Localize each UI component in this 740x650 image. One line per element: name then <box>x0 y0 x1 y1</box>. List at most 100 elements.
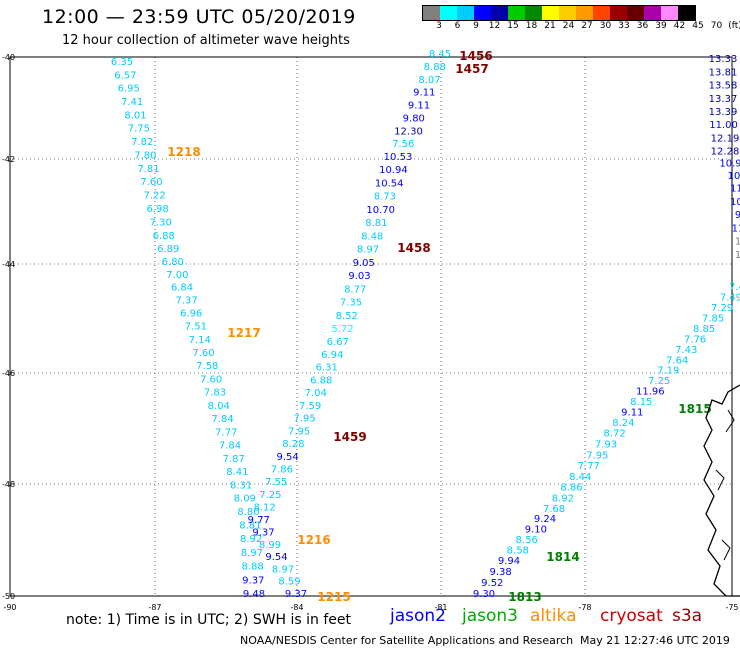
wave-height-value: 8.92 <box>552 493 574 504</box>
legend-swatch <box>593 6 610 20</box>
wave-height-value: 7.58 <box>196 361 218 372</box>
wave-height-value: 7.40 <box>729 282 740 293</box>
wave-height-value: 7.04 <box>305 388 327 399</box>
wave-height-value: 9.37 <box>252 528 274 539</box>
note-text: note: 1) Time is in UTC; 2) SWH is in fe… <box>66 612 352 628</box>
pass-time-label: 1814 <box>546 550 579 564</box>
wave-height-value: 12.19 <box>711 133 740 144</box>
wave-height-value: 7.81 <box>137 164 159 175</box>
wave-height-value: 8.48 <box>361 231 383 242</box>
wave-height-value: 7.64 <box>666 355 688 366</box>
lon-label: -75 <box>725 603 738 612</box>
legend-swatch <box>610 6 627 20</box>
wave-height-value: 8.80 <box>237 507 259 518</box>
satellite-legend-item: jason3 <box>462 606 518 626</box>
wave-height-value: 10.54 <box>375 178 404 189</box>
wave-height-value: 7.60 <box>200 374 222 385</box>
wave-height-value: 6.98 <box>146 204 168 215</box>
legend-swatch <box>661 6 678 20</box>
wave-height-value: 9.24 <box>534 514 556 525</box>
wave-height-value: 7.25 <box>648 376 670 387</box>
wave-height-value: 8.59 <box>278 577 300 588</box>
wave-height-value: 7.80 <box>134 150 156 161</box>
wave-height-value: 1 <box>735 237 740 248</box>
wave-height-value: 5.72 <box>331 324 353 335</box>
legend-label: 27 <box>581 21 593 31</box>
wave-height-value: 8.92 <box>240 534 262 545</box>
legend-swatch <box>627 6 644 20</box>
wave-height-value: 12.30 <box>394 126 423 137</box>
wave-height-value: 7.41 <box>121 97 143 108</box>
wave-height-value: 8.97 <box>241 548 263 559</box>
footer-credit: NOAA/NESDIS Center for Satellite Applica… <box>240 634 574 647</box>
wave-height-value: 8.73 <box>374 192 396 203</box>
wave-height-value: 8.07 <box>418 75 440 86</box>
wave-height-value: 7.75 <box>128 124 150 135</box>
wave-height-value: 8.52 <box>336 311 358 322</box>
legend-label: 33 <box>618 21 630 31</box>
wave-height-value: 11. <box>730 184 740 195</box>
wave-height-value: 7.60 <box>140 177 162 188</box>
legend-swatch <box>678 6 695 20</box>
wave-height-value: 7.95 <box>288 427 310 438</box>
lat-label: -48 <box>2 480 15 489</box>
wave-height-value: 8.72 <box>603 429 625 440</box>
wave-height-value: 8.44 <box>569 472 591 483</box>
wave-height-value: 13.81 <box>709 67 738 78</box>
wave-height-value: 8.09 <box>234 494 256 505</box>
wave-height-value: 6.57 <box>114 70 136 81</box>
wave-height-value: 9.37 <box>242 575 264 586</box>
legend-label: (ft) <box>728 21 740 31</box>
wave-height-value: 7.84 <box>219 441 241 452</box>
wave-height-value: 8.01 <box>124 110 146 121</box>
page-title: 12:00 — 23:59 UTC 05/20/2019 <box>42 6 356 28</box>
wave-height-value: 9.37 <box>285 589 307 600</box>
wave-height-value: 8.58 <box>507 545 529 556</box>
legend-swatch <box>440 6 457 20</box>
wave-height-value: 10.70 <box>366 205 395 216</box>
wave-height-value: 13.39 <box>709 107 738 118</box>
wave-height-value: 9 <box>735 210 740 221</box>
wave-height-value: 7.43 <box>675 345 697 356</box>
wave-height-value: 8.45 <box>429 49 451 60</box>
wave-height-value: 8.31 <box>230 480 252 491</box>
wave-height-value: 11.00 <box>709 120 738 131</box>
wave-height-value: 9.03 <box>348 271 370 282</box>
wave-height-value: 10.94 <box>379 165 408 176</box>
legend-label: 42 <box>673 21 686 31</box>
wave-height-value: 8.24 <box>612 418 634 429</box>
wave-height-value: 9.48 <box>243 589 265 600</box>
legend-swatch <box>559 6 576 20</box>
wave-height-value: 9.11 <box>408 101 430 112</box>
wave-height-value: 8.15 <box>630 397 652 408</box>
wave-height-value: 7.22 <box>143 191 165 202</box>
legend-label: 15 <box>507 21 519 31</box>
wave-height-value: 8.88 <box>241 562 263 573</box>
wave-height-value: 9.05 <box>353 258 375 269</box>
wave-height-value: 6.35 <box>111 57 133 68</box>
wave-height-value: 7.77 <box>215 427 237 438</box>
legend-swatch <box>457 6 474 20</box>
lon-label: -81 <box>434 603 447 612</box>
legend-swatch <box>423 6 440 20</box>
wave-height-value: 9.30 <box>473 589 495 600</box>
wave-height-value: 8.41 <box>226 467 248 478</box>
wave-height-value: 8.12 <box>253 503 275 514</box>
wave-height-value: 6.31 <box>316 363 338 374</box>
wave-height-value: 6.84 <box>171 283 193 294</box>
legend-label: 6 <box>454 21 461 31</box>
wave-height-value: 7.68 <box>543 504 565 515</box>
map-frame <box>9 56 733 597</box>
wave-height-value: 10. <box>730 197 740 208</box>
legend-label: 24 <box>562 21 575 31</box>
coastline-islands <box>715 409 735 561</box>
wave-height-value: 8.81 <box>365 218 387 229</box>
legend-label: 70 <box>710 21 723 31</box>
satellite-legend-item: altika <box>530 606 577 626</box>
wave-height-value: 1 <box>735 250 740 261</box>
wave-height-value: 7.86 <box>271 465 293 476</box>
pass-time-label: 1216 <box>297 533 330 547</box>
